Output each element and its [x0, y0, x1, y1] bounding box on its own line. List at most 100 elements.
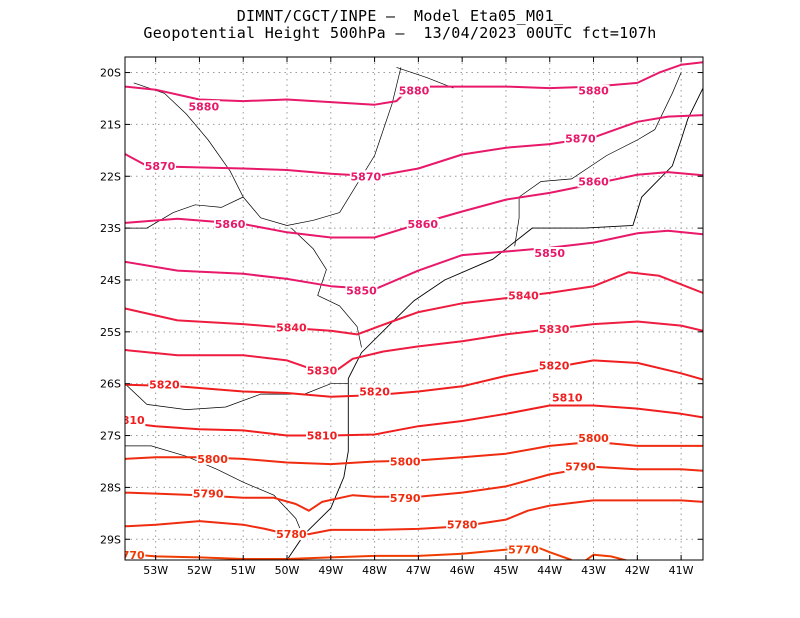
contour-line-5830: [125, 320, 703, 376]
contour-label-5790: 5790: [390, 492, 421, 505]
y-tick-label: 29S: [100, 533, 121, 546]
contour-line-5840: [125, 271, 703, 336]
y-tick-label: 20S: [100, 67, 121, 80]
contour-label-5880: 5880: [578, 85, 609, 98]
contour-label-5780: 5780: [447, 519, 478, 532]
contour-line-5770: [125, 546, 572, 560]
y-tick-label: 26S: [100, 378, 121, 391]
contour-label-bg: [125, 548, 146, 560]
contour-label-5800: 5800: [197, 453, 228, 466]
y-tick-label: 23S: [100, 222, 121, 235]
contour-label-5880: 5880: [399, 85, 430, 98]
contour-label-5770: 5770: [508, 544, 539, 557]
contour-label-5810: 5810: [552, 392, 583, 405]
contour-label-5770: 5770: [114, 549, 145, 562]
contour-label-bg: [507, 543, 540, 556]
contour-label-bg: [306, 429, 339, 442]
contour-line-5780: [125, 499, 703, 536]
grid-lines: [125, 57, 703, 560]
contour-line-5770: [584, 553, 629, 560]
axis-ticks: 53W 52W 51W 50W 49W 48W 47W 46W 45W 44W 43W 42W 41W 2…: [100, 57, 703, 577]
contour-label-bg: [275, 321, 308, 334]
x-tick-label: 43W: [581, 564, 606, 577]
contour-label-5800: 5800: [578, 432, 609, 445]
contour-label-bg: [538, 359, 571, 372]
contour-label-bg: [196, 452, 229, 465]
contour-label-5820: 5820: [149, 379, 180, 392]
contour-label-bg: [577, 84, 610, 97]
contour-label-bg: [349, 170, 382, 183]
contour-label-5830: 5830: [539, 323, 570, 336]
contour-label-5810: 5810: [307, 430, 338, 443]
contour-label-5870: 5870: [565, 132, 596, 145]
y-tick-label: 28S: [100, 481, 121, 494]
x-tick-label: 51W: [231, 564, 256, 577]
chart-title: DIMNT/CGCT/INPE – Model Eta05_M01_ Geopo…: [0, 8, 800, 42]
contour-label-5790: 5790: [193, 488, 224, 501]
contour-label-bg: [275, 528, 308, 541]
coastline: [286, 87, 703, 560]
contour-label-bg: [577, 432, 610, 445]
contour-label-5830: 5830: [307, 365, 338, 378]
contour-label-bg: [564, 132, 597, 145]
x-tick-label: 50W: [275, 564, 300, 577]
state-border: [291, 227, 362, 348]
contour-label-5820: 5820: [539, 360, 570, 373]
contour-label-5870: 5870: [351, 170, 382, 183]
contour-line-5820: [125, 359, 703, 398]
state-border: [339, 67, 402, 213]
state-border: [518, 72, 682, 198]
state-border: [125, 196, 244, 229]
contour-label-5850: 5850: [346, 284, 377, 297]
x-tick-label: 48W: [362, 564, 387, 577]
x-tick-label: 46W: [450, 564, 475, 577]
contour-line-5860: [125, 171, 703, 239]
contour-label-bg: [345, 284, 378, 297]
state-border: [125, 445, 303, 535]
x-tick-label: 45W: [494, 564, 519, 577]
contour-label-bg: [389, 455, 422, 468]
contour-label-5870: 5870: [145, 160, 176, 173]
contour-label-bg: [389, 491, 422, 504]
contour-line-5790: [125, 465, 703, 512]
contour-label-bg: [551, 391, 584, 404]
contour-label-bg: [214, 217, 247, 230]
title-line-2: Geopotential Height 500hPa – 13/04/2023 …: [143, 24, 657, 42]
contour-label-bg: [192, 487, 225, 500]
x-tick-label: 41W: [669, 564, 694, 577]
x-tick-label: 49W: [318, 564, 343, 577]
contour-label-5800: 5800: [390, 455, 421, 468]
contour-line-5810: [125, 404, 703, 437]
contour-label-5860: 5860: [578, 175, 609, 188]
contour-line-5870: [125, 114, 703, 178]
x-tick-label: 47W: [406, 564, 431, 577]
contour-label-5860: 5860: [407, 218, 438, 231]
contour-label-bg: [564, 460, 597, 473]
contour-label-5880: 5880: [189, 100, 220, 113]
contour-label-bg: [577, 175, 610, 188]
state-border: [133, 82, 340, 226]
contour-label-5840: 5840: [508, 290, 539, 303]
contour-label-bg: [144, 159, 177, 172]
x-tick-label: 53W: [143, 564, 168, 577]
contour-label-5790: 5790: [565, 461, 596, 474]
contour-label-bg: [538, 323, 571, 336]
contour-label-bg: [406, 217, 439, 230]
y-tick-label: 25S: [100, 326, 121, 339]
plot-frame: [124, 56, 704, 561]
y-tick-label: 27S: [100, 430, 121, 443]
contour-label-bg: [398, 84, 430, 97]
geo-features: [125, 67, 703, 560]
contour-label-bg: [446, 518, 479, 531]
title-line-1: DIMNT/CGCT/INPE – Model Eta05_M01_: [236, 7, 564, 25]
contour-lines: [125, 61, 703, 560]
contour-line-5850: [125, 229, 703, 291]
contour-label-bg: [306, 364, 339, 377]
contour-label-bg: [533, 247, 566, 260]
state-border: [514, 197, 520, 247]
contour-line-5880: [125, 61, 703, 106]
x-tick-label: 44W: [537, 564, 562, 577]
contour-label-bg: [187, 100, 220, 113]
contour-label-5780: 5780: [276, 528, 307, 541]
